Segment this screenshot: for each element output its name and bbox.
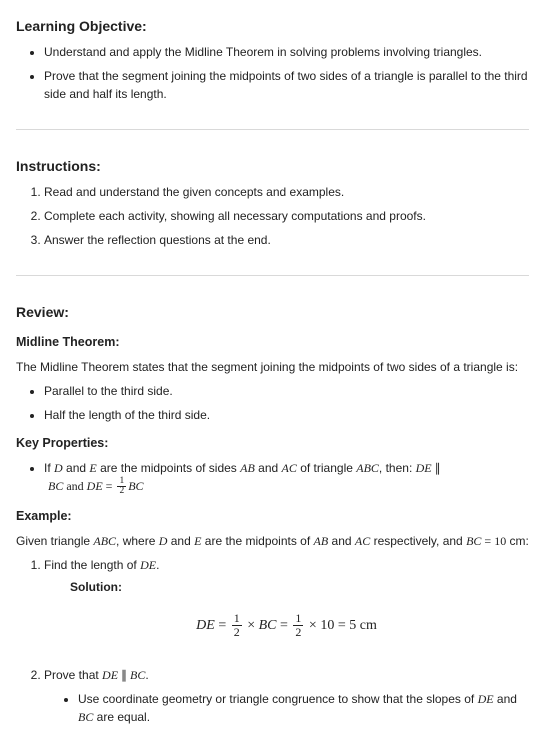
list-item: Half the length of the third side. [44, 406, 529, 424]
example-steps: Find the length of DE. Solution: DE = 12… [16, 556, 529, 725]
math-AB: AB [240, 461, 255, 475]
midline-list: Parallel to the third side. Half the len… [16, 382, 529, 424]
text: If [44, 461, 54, 475]
fraction-half: 12 [117, 477, 126, 498]
math-DE: DE [416, 461, 432, 475]
list-item: Read and understand the given concepts a… [44, 183, 529, 201]
math-DE: DE [102, 668, 118, 682]
equation-display: DE = 12 × BC = 12 × 10 = 5 cm [44, 612, 529, 639]
parallel-sym: ∥ [432, 461, 441, 475]
times-sym: × [305, 618, 320, 633]
math-BC: BC [128, 479, 143, 493]
list-item: If D and E are the midpoints of sides AB… [44, 459, 529, 498]
math-DE: DE [478, 692, 494, 706]
section-divider [16, 129, 529, 130]
list-item: Use coordinate geometry or triangle cong… [78, 690, 529, 726]
math-DE: DE [140, 558, 156, 572]
math-ABC: ABC [356, 461, 379, 475]
example-heading: Example: [16, 507, 529, 526]
list-item: Complete each activity, showing all nece… [44, 207, 529, 225]
fraction-num: 1 [232, 612, 242, 626]
text: , then: [379, 461, 416, 475]
text: and [167, 534, 194, 548]
val-10: 10 [320, 618, 334, 633]
times-sym: × [244, 618, 259, 633]
key-properties-list: If D and E are the midpoints of sides AB… [16, 459, 529, 498]
math-D: D [54, 461, 63, 475]
list-item: Answer the reflection questions at the e… [44, 231, 529, 249]
text: . [145, 668, 148, 682]
learning-objective-heading: Learning Objective: [16, 16, 529, 37]
eq-sym: = [277, 618, 292, 633]
review-heading: Review: [16, 302, 529, 323]
eq-sym: = [103, 479, 116, 493]
math-BC: BC [466, 534, 481, 548]
text: and [255, 461, 282, 475]
math-DE: DE [87, 479, 103, 493]
text: are equal. [93, 710, 150, 724]
math-AC: AC [282, 461, 297, 475]
list-item: Parallel to the third side. [44, 382, 529, 400]
midline-intro: The Midline Theorem states that the segm… [16, 358, 529, 376]
section-divider [16, 275, 529, 276]
text: Find the length of [44, 558, 140, 572]
text: and [328, 534, 355, 548]
text: are the midpoints of sides [97, 461, 240, 475]
fraction-num: 1 [293, 612, 303, 626]
text-and: and [63, 479, 86, 493]
fraction-half: 12 [293, 612, 303, 639]
eq-sym: = [481, 534, 494, 548]
math-AC: AC [355, 534, 370, 548]
solution-label: Solution: [70, 578, 529, 596]
math-BC: BC [48, 479, 63, 493]
list-item: Find the length of DE. Solution: DE = 12… [44, 556, 529, 639]
text: are the midpoints of [201, 534, 313, 548]
list-item: Prove that the segment joining the midpo… [44, 67, 529, 103]
math-BC: BC [78, 710, 93, 724]
text: cm: [506, 534, 529, 548]
unit-cm: cm [356, 618, 377, 633]
list-item: Prove that DE ∥ BC. Use coordinate geome… [44, 666, 529, 726]
instructions-heading: Instructions: [16, 156, 529, 177]
math-BC: BC [259, 618, 277, 633]
math-DE: DE [196, 618, 215, 633]
fraction-den: 2 [232, 626, 242, 639]
example-given: Given triangle ABC, where D and E are th… [16, 532, 529, 550]
val-10: 10 [494, 534, 506, 548]
text: respectively, and [370, 534, 466, 548]
parallel-sym: ∥ [118, 668, 130, 682]
text: , where [116, 534, 159, 548]
fraction-half: 12 [232, 612, 242, 639]
math-E: E [89, 461, 96, 475]
text: and [63, 461, 90, 475]
text: Given triangle [16, 534, 93, 548]
eq-sym: = [334, 618, 349, 633]
fraction-den: 2 [117, 487, 126, 497]
inner-list: Use coordinate geometry or triangle cong… [44, 690, 529, 726]
math-ABC: ABC [93, 534, 116, 548]
eq-sym: = [215, 618, 230, 633]
text: . [156, 558, 159, 572]
math-BC: BC [130, 668, 145, 682]
list-item: Understand and apply the Midline Theorem… [44, 43, 529, 61]
text: Use coordinate geometry or triangle cong… [78, 692, 478, 706]
fraction-den: 2 [293, 626, 303, 639]
text: and [494, 692, 517, 706]
learning-objective-list: Understand and apply the Midline Theorem… [16, 43, 529, 103]
text: Prove that [44, 668, 102, 682]
text: of triangle [297, 461, 356, 475]
instructions-list: Read and understand the given concepts a… [16, 183, 529, 249]
midline-theorem-heading: Midline Theorem: [16, 333, 529, 352]
key-properties-heading: Key Properties: [16, 434, 529, 453]
math-AB: AB [314, 534, 329, 548]
page-root: Learning Objective: Understand and apply… [0, 0, 545, 756]
